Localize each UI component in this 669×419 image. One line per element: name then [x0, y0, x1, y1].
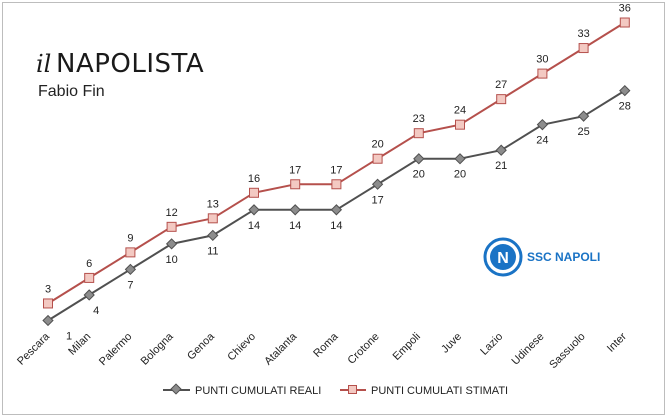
x-tick-label-9: Empoli [391, 331, 423, 363]
data-label-stimati-6: 17 [289, 164, 301, 176]
marker-reali-12 [536, 119, 549, 131]
marker-reali-8 [371, 178, 384, 190]
marker-stimati-12 [537, 68, 548, 79]
data-label-stimati-14: 36 [619, 3, 631, 15]
brand-prefix: il [36, 50, 51, 78]
legend-marker-reali [170, 383, 182, 395]
x-tick-label-7: Roma [311, 330, 341, 360]
data-label-stimati-2: 9 [127, 232, 133, 244]
author-name: Fabio Fin [38, 83, 105, 100]
data-label-reali-13: 25 [577, 126, 589, 138]
data-label-stimati-10: 24 [454, 105, 466, 117]
legend-item-reali: PUNTI CUMULATI REALI [163, 383, 321, 397]
marker-reali-9 [413, 153, 425, 165]
data-label-reali-4: 11 [207, 245, 218, 257]
marker-stimati-5 [249, 187, 259, 198]
marker-reali-4 [207, 229, 219, 242]
legend-item-stimati: PUNTI CUMULATI STIMATI [340, 385, 508, 397]
legend: PUNTI CUMULATI REALI PUNTI CUMULATI STIM… [163, 383, 508, 397]
data-label-stimati-3: 12 [165, 207, 177, 219]
legend-label-stimati: PUNTI CUMULATI STIMATI [371, 385, 508, 397]
data-label-stimati-9: 23 [413, 113, 425, 125]
data-label-reali-7: 14 [330, 220, 342, 232]
legend-label-reali: PUNTI CUMULATI REALI [195, 385, 321, 397]
marker-stimati-6 [290, 179, 301, 190]
marker-reali-10 [454, 153, 466, 165]
x-tick-label-14: Inter [605, 330, 629, 354]
x-tick-label-2: Palermo [97, 331, 134, 368]
legend-marker-stimati [348, 385, 357, 394]
data-label-stimati-0: 3 [45, 283, 51, 295]
marker-reali-11 [495, 144, 507, 156]
data-label-reali-14: 28 [619, 101, 631, 113]
data-label-reali-8: 17 [371, 194, 383, 206]
x-axis-ticks: Pescara Milan Palermo Bologna Genoa Chievo Ata… [15, 330, 629, 371]
data-label-reali-9: 20 [413, 169, 425, 181]
x-tick-label-12: Udinese [509, 331, 546, 368]
marker-reali-1 [83, 289, 95, 301]
x-tick-label-0: Pescara [15, 330, 53, 368]
data-label-stimati-5: 16 [248, 173, 260, 185]
marker-reali-2 [124, 263, 137, 276]
marker-stimati-3 [166, 221, 177, 232]
marker-stimati-2 [125, 247, 136, 258]
marker-stimati-13 [578, 43, 589, 54]
club-badge-core [490, 244, 516, 270]
marker-reali-3 [165, 238, 178, 250]
marker-reali-5 [248, 204, 260, 216]
x-tick-label-13: Sassuolo [547, 331, 587, 371]
data-label-stimati-13: 33 [577, 28, 589, 40]
marker-reali-14 [619, 84, 631, 97]
marker-stimati-9 [413, 128, 424, 139]
x-tick-label-3: Bologna [139, 330, 177, 368]
data-label-stimati-12: 30 [536, 54, 548, 66]
club-name: SSC NAPOLI [527, 250, 600, 264]
data-label-reali-2: 7 [127, 279, 133, 291]
x-tick-label-5: Chievo [225, 331, 258, 364]
marker-stimati-1 [84, 272, 95, 283]
data-label-reali-10: 20 [454, 169, 466, 181]
data-label-reali-1: 4 [93, 305, 99, 317]
data-label-stimati-11: 27 [495, 79, 507, 91]
marker-reali-13 [577, 110, 590, 122]
marker-stimati-7 [331, 179, 342, 190]
x-tick-label-6: Atalanta [262, 330, 300, 368]
club-badge-letter: N [497, 250, 509, 267]
x-tick-label-4: Genoa [185, 330, 217, 362]
brand-logo: il NAPOLISTA [36, 49, 204, 79]
marker-stimati-0 [43, 298, 53, 309]
x-tick-label-8: Crotone [346, 331, 382, 367]
marker-stimati-4 [207, 213, 218, 224]
data-label-reali-3: 10 [165, 254, 177, 266]
data-label-reali-5: 14 [248, 220, 260, 232]
x-tick-label-10: Juve [439, 331, 464, 356]
data-label-stimati-8: 20 [371, 139, 383, 151]
data-label-reali-12: 24 [536, 135, 548, 147]
marker-reali-7 [330, 204, 343, 216]
marker-stimati-11 [496, 94, 507, 105]
series-markers [42, 17, 631, 327]
club-badge: N [483, 237, 523, 277]
marker-stimati-10 [455, 119, 465, 130]
x-tick-label-11: Lazio [478, 331, 505, 358]
marker-stimati-14 [619, 17, 630, 28]
data-label-stimati-1: 6 [86, 258, 92, 270]
data-label-stimati-7: 17 [330, 164, 342, 176]
marker-reali-6 [289, 204, 301, 216]
data-label-reali-6: 14 [289, 220, 301, 232]
marker-reali-0 [42, 314, 54, 327]
data-label-reali-11: 21 [495, 160, 507, 172]
brand-name: NAPOLISTA [56, 49, 204, 79]
marker-stimati-8 [372, 153, 383, 164]
data-label-reali-0: 1 [66, 330, 72, 342]
data-label-stimati-4: 13 [207, 198, 219, 210]
